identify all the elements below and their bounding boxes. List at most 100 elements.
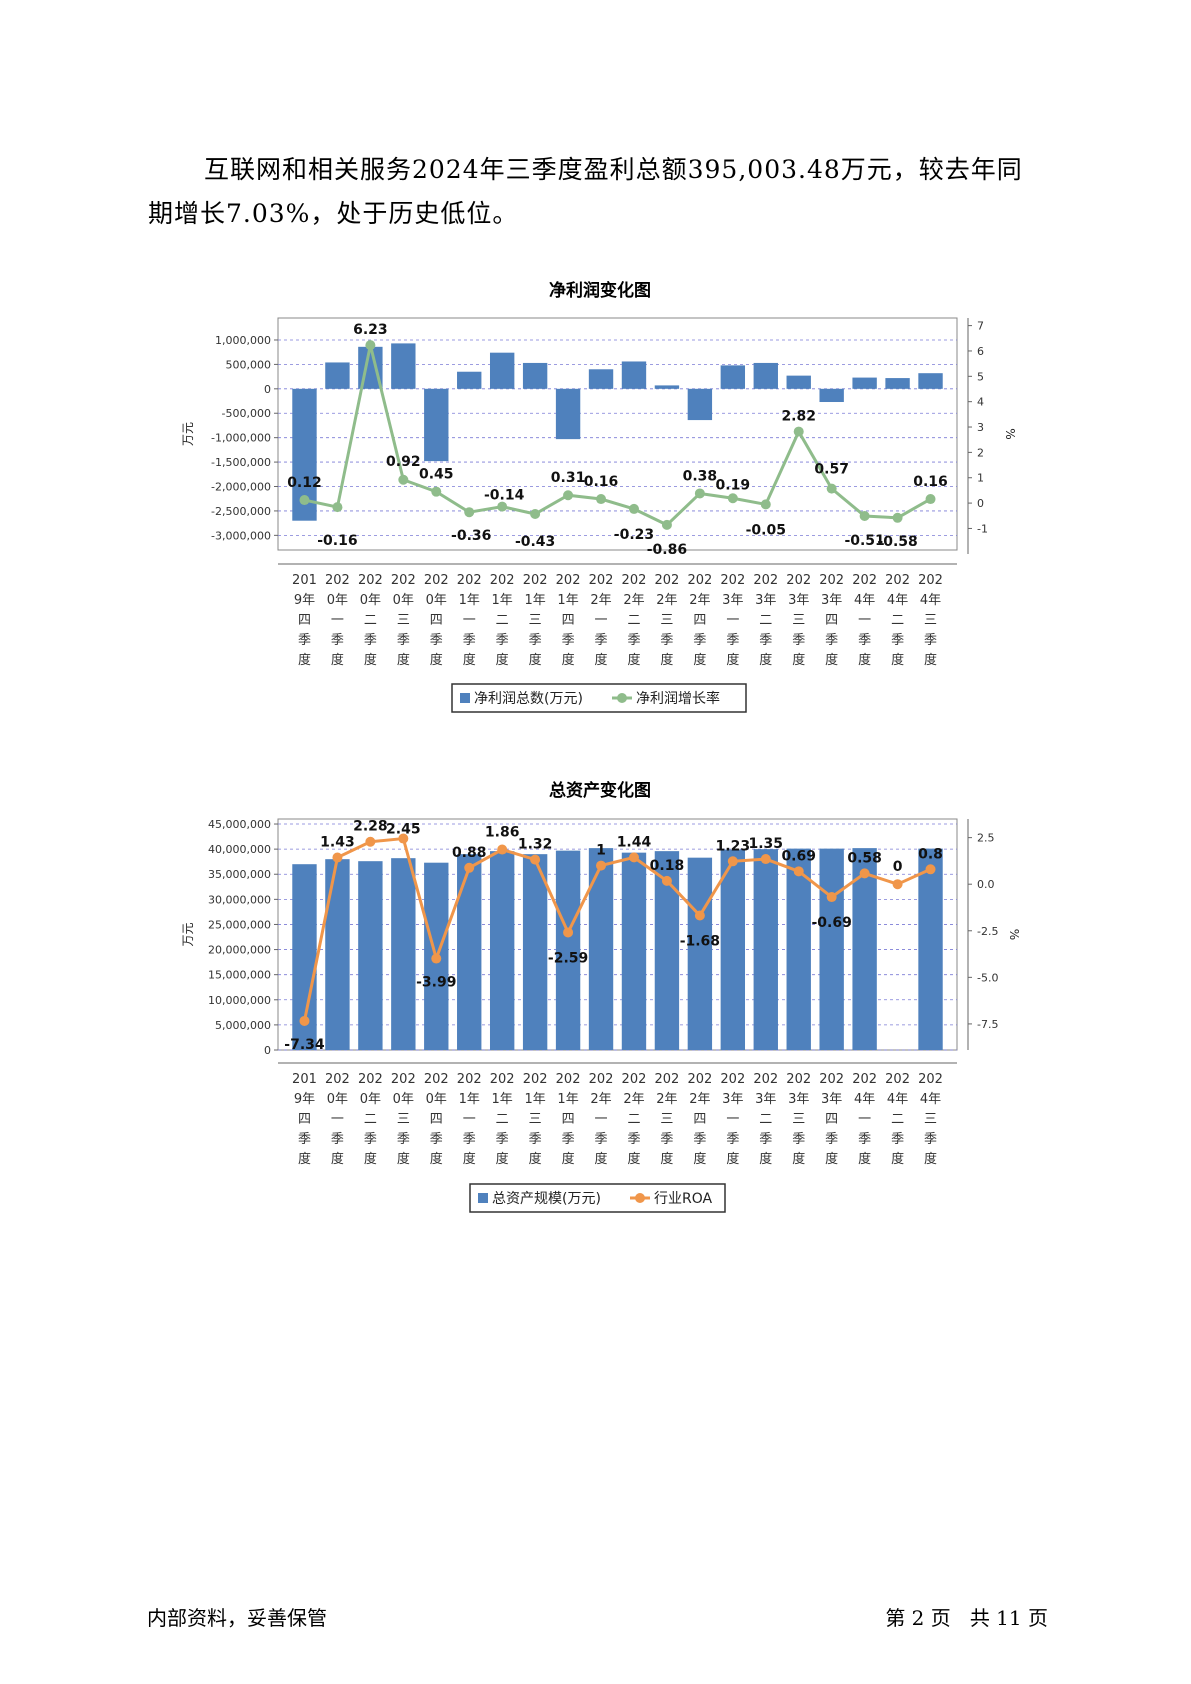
x-tick-label: 202 — [786, 1072, 811, 1087]
x-tick-label: 3年 — [755, 1092, 776, 1107]
x-tick-label: 0年 — [393, 593, 414, 608]
x-tick-label: 1年 — [524, 593, 545, 608]
bar — [522, 362, 548, 389]
bar — [358, 861, 383, 1050]
x-tick-label: 202 — [358, 1072, 383, 1087]
x-tick-label: 三 — [529, 613, 542, 628]
legend-box — [451, 683, 747, 713]
bar — [588, 848, 614, 1050]
y-tick-label: -2,500,000 — [211, 505, 271, 518]
x-tick-label: 度 — [463, 652, 476, 668]
y-tick-label: 40,000,000 — [208, 843, 271, 856]
y2-tick-label: 0 — [977, 497, 984, 510]
x-tick-label: 季 — [595, 1132, 608, 1147]
x-tick-label: 一 — [331, 613, 344, 628]
x-tick-label: 1年 — [557, 1092, 578, 1107]
x-tick-label: 季 — [397, 633, 410, 648]
data-label: 0.8 — [918, 846, 943, 862]
line-point — [332, 502, 343, 513]
line-point — [826, 483, 837, 494]
line-point — [694, 488, 705, 499]
data-label: -0.05 — [746, 522, 786, 538]
x-tick-label: 202 — [391, 573, 416, 588]
data-label: 0.19 — [716, 477, 751, 493]
y2-tick-label: -1 — [977, 522, 988, 535]
x-tick-label: 度 — [759, 1151, 772, 1167]
x-tick-label: 度 — [595, 1151, 608, 1167]
x-tick-label: 季 — [298, 633, 311, 648]
line-point — [596, 860, 607, 871]
y-axis-label: 万元 — [181, 422, 195, 446]
x-tick-label: 二 — [496, 613, 509, 628]
x-tick-label: 季 — [693, 1132, 706, 1147]
x-tick-label: 2年 — [590, 1092, 611, 1107]
x-tick-label: 三 — [397, 1112, 410, 1127]
x-tick-label: 202 — [358, 573, 383, 588]
x-tick-label: 一 — [595, 613, 608, 628]
total-assets-chart: 45,000,000 40,000,000 35,000,000 30,000,000… — [181, 818, 1021, 1213]
x-tick-label: 度 — [858, 652, 871, 668]
x-tick-label: 9年 — [294, 1092, 315, 1107]
x-tick-label: 202 — [918, 573, 943, 588]
bar — [753, 849, 778, 1050]
x-tick-label: 季 — [858, 1132, 871, 1147]
x-tick-label: 季 — [627, 633, 640, 648]
x-tick-label: 度 — [825, 1151, 838, 1167]
y2-tick-label: -2.5 — [977, 925, 998, 938]
net-profit-chart: 1,000,000 500,000 0 -500,000 -1,000,000 -1,50… — [181, 317, 1017, 713]
x-tick-label: 202 — [852, 1072, 877, 1087]
series-line — [303, 836, 932, 1022]
x-tick-label: 202 — [556, 1072, 581, 1087]
x-tick-label: 三 — [660, 1112, 673, 1127]
x-tick-label: 季 — [463, 633, 476, 648]
x-tick-label: 度 — [463, 1151, 476, 1167]
x-tick-label: 季 — [858, 633, 871, 648]
x-tick-label: 一 — [463, 613, 476, 628]
x-tick-label: 季 — [529, 633, 542, 648]
x-tick-label: 度 — [397, 652, 410, 668]
x-tick-label: 度 — [693, 652, 706, 668]
x-tick-label: 季 — [331, 633, 344, 648]
x-tick-label: 0年 — [360, 593, 381, 608]
line-point — [661, 519, 672, 530]
x-tick-label: 202 — [490, 573, 515, 588]
x-tick-label: 一 — [331, 1112, 344, 1127]
y-tick-label: -1,500,000 — [211, 456, 271, 469]
x-tick-label: 3年 — [821, 593, 842, 608]
x-tick-label: 季 — [660, 633, 673, 648]
y-tick-label: -2,000,000 — [211, 481, 271, 494]
data-label: 1.44 — [617, 834, 652, 850]
line-point — [793, 426, 804, 437]
x-tick-label: 202 — [490, 1072, 515, 1087]
x-tick-label: 季 — [891, 633, 904, 648]
x-tick-label: 202 — [819, 573, 844, 588]
bar — [654, 385, 680, 389]
bar — [391, 858, 416, 1050]
x-tick-label: 度 — [924, 652, 937, 668]
line-point — [859, 511, 870, 522]
x-tick-label: 二 — [496, 1112, 509, 1127]
x-tick-label: 度 — [364, 1151, 377, 1167]
x-tick-label: 度 — [364, 652, 377, 668]
x-tick-label: 四 — [430, 613, 443, 628]
y-tick-label: 15,000,000 — [208, 969, 271, 982]
x-tick-label: 度 — [792, 652, 805, 668]
data-label: 0.88 — [452, 845, 487, 861]
bar — [325, 859, 350, 1050]
line-point — [299, 1015, 310, 1026]
data-label: 0.16 — [913, 474, 948, 490]
x-tick-label: 度 — [331, 652, 344, 668]
line-point — [925, 494, 936, 505]
data-label: 0.31 — [551, 470, 586, 486]
legend-swatch-bar — [460, 693, 470, 703]
line-point — [694, 910, 705, 921]
x-tick-label: 度 — [298, 1151, 311, 1167]
data-label: 0.38 — [683, 468, 718, 484]
y-tick-label: 5,000,000 — [215, 1019, 271, 1032]
bar — [786, 375, 811, 389]
y2-tick-label: 7 — [977, 320, 984, 333]
data-label: 6.23 — [353, 322, 388, 338]
data-label: -1.68 — [680, 933, 720, 949]
x-tick-label: 一 — [726, 1112, 739, 1127]
y2-tick-label: 1 — [977, 472, 984, 485]
